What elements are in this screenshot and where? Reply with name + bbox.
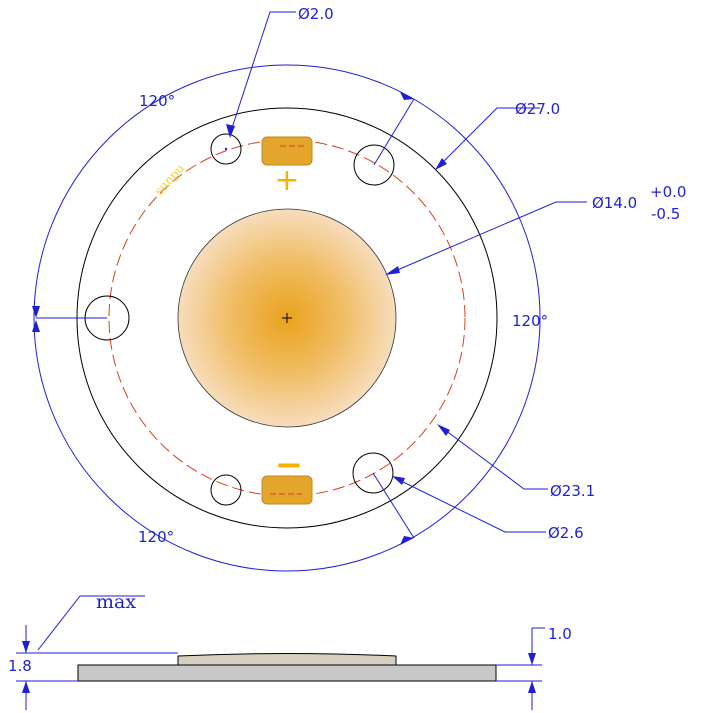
pcd-leader xyxy=(440,426,548,490)
led-tol-minus: -0.5 xyxy=(651,205,680,223)
angle-label-right: 120° xyxy=(512,312,548,330)
outer-dia-leader xyxy=(436,107,540,169)
mount-hole-leader xyxy=(394,477,546,533)
mount-hole-label: Ø2.6 xyxy=(548,524,584,542)
hole-top-right xyxy=(353,144,395,186)
board-side xyxy=(77,664,497,682)
led-dia-leader xyxy=(387,201,587,275)
solder-pad-negative xyxy=(261,475,313,505)
outer-dia-label: Ø27.0 xyxy=(515,100,560,118)
angle-label-left: 120° xyxy=(139,92,175,110)
hole-dia-leader xyxy=(229,11,296,135)
max-leader xyxy=(37,595,145,651)
brand-marking: sunpu xyxy=(152,161,187,198)
total-height-label: 1.8 xyxy=(8,657,32,675)
angle-label-bottom: 120° xyxy=(138,528,174,546)
pcd-label: Ø23.1 xyxy=(550,482,595,500)
hole-bottom-left xyxy=(210,474,242,506)
side-view: 1.8 max 1.0 xyxy=(8,591,572,710)
outer-dimension-arc xyxy=(33,64,541,572)
hole-dia-label: Ø2.0 xyxy=(298,5,334,23)
hole-bottom-right xyxy=(352,452,394,494)
solder-pad-positive xyxy=(261,136,313,166)
polarity-minus: − xyxy=(275,445,304,485)
board-thickness-label: 1.0 xyxy=(548,625,572,643)
center-mark xyxy=(282,313,292,323)
top-view: + − sunpu Ø2.0 Ø27.0 Ø14 xyxy=(32,5,686,572)
hole-top-left xyxy=(210,133,242,165)
emitter-side xyxy=(177,653,397,666)
led-dia-label: Ø14.0 xyxy=(592,194,637,212)
max-label: max xyxy=(96,591,136,613)
angle-arrowheads xyxy=(32,92,414,545)
polarity-plus: + xyxy=(274,163,299,198)
led-tol-plus: +0.0 xyxy=(650,183,686,201)
